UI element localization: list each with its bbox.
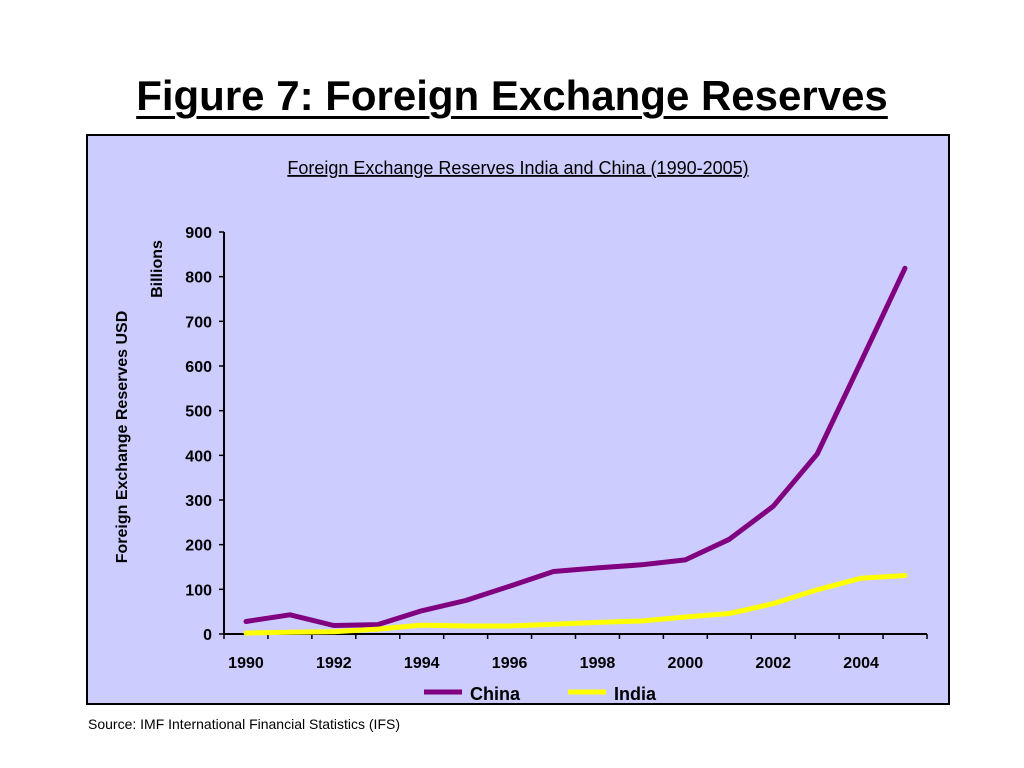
- x-tick-label: 1994: [404, 655, 440, 672]
- legend: China India: [424, 684, 657, 704]
- series-lines: [243, 265, 908, 636]
- y-tick-label: 100: [185, 582, 212, 599]
- y-tick-label: 900: [185, 225, 212, 242]
- legend-label-india: India: [614, 684, 657, 704]
- x-tick-label: 2000: [668, 655, 704, 672]
- chart-title: Foreign Exchange Reserves India and Chin…: [287, 158, 748, 178]
- x-tick-label: 1992: [316, 655, 352, 672]
- x-tick-label: 2004: [843, 655, 879, 672]
- y-tick-label: 300: [185, 493, 212, 510]
- y-tick-label: 500: [185, 404, 212, 421]
- x-tick-label: 1996: [492, 655, 528, 672]
- y-tick-label: 600: [185, 359, 212, 376]
- x-tick-label: 1990: [228, 655, 264, 672]
- source-note: Source: IMF International Financial Stat…: [88, 716, 400, 732]
- series-line-china: [243, 265, 908, 628]
- y-unit-label: Billions: [149, 240, 166, 298]
- chart-frame: [86, 134, 950, 705]
- legend-label-china: China: [470, 684, 521, 704]
- axes: [223, 232, 927, 635]
- slide-title: Figure 7: Foreign Exchange Reserves: [136, 72, 888, 119]
- series-line-india: [243, 573, 908, 636]
- y-tick-label: 800: [185, 270, 212, 287]
- y-tick-label: 0: [203, 627, 212, 644]
- y-axis-label: Foreign Exchange Reserves USD: [114, 311, 131, 564]
- y-tick-label: 700: [185, 314, 212, 331]
- y-tick-label: 400: [185, 448, 212, 465]
- ticks: 0 100 200 300 400 500 600 700 800 900 1990 1992 1994…: [185, 225, 928, 672]
- y-tick-label: 200: [185, 538, 212, 555]
- x-tick-label: 2002: [755, 655, 791, 672]
- x-tick-label: 1998: [580, 655, 616, 672]
